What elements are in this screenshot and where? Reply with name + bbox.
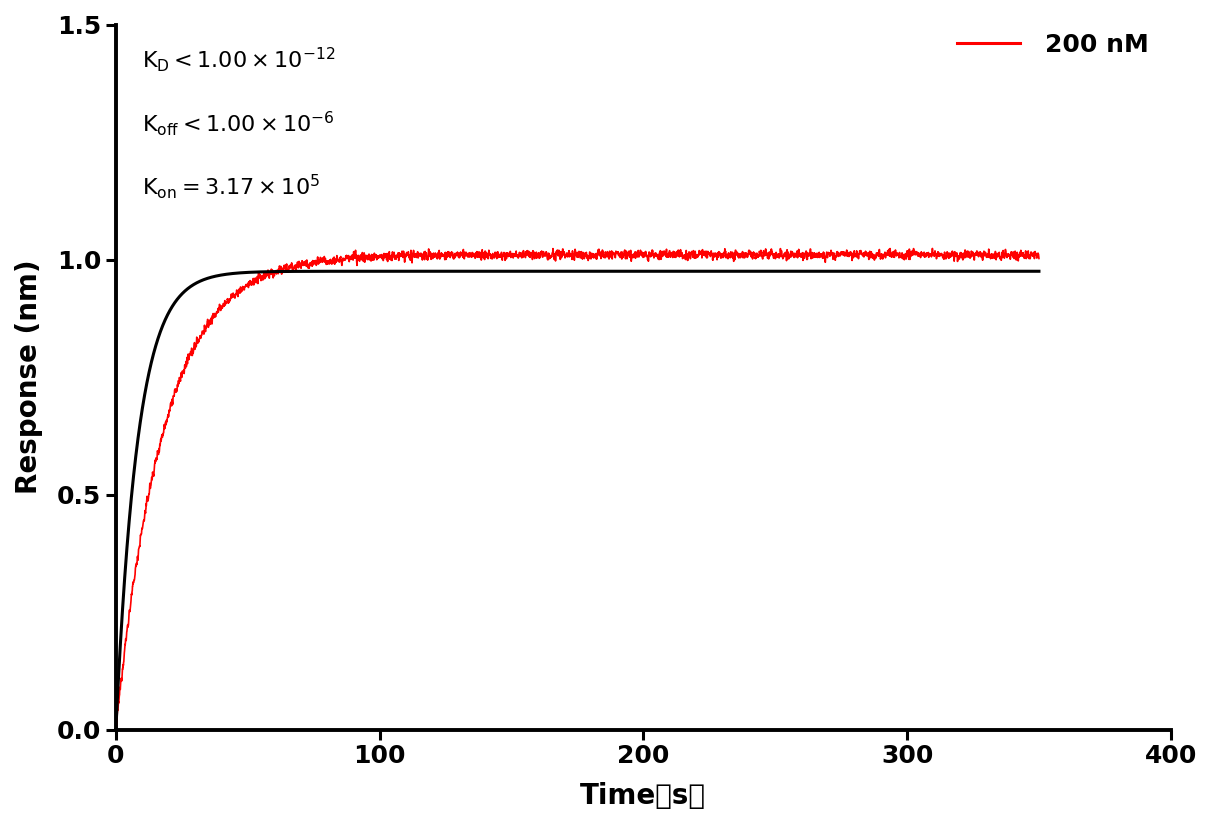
Text: $\mathregular{K_{off}}$$<1.00\times10^{-6}$: $\mathregular{K_{off}}$$<1.00\times10^{-… — [142, 109, 335, 138]
X-axis label: Time（s）: Time（s） — [581, 782, 707, 810]
Y-axis label: Response (nm): Response (nm) — [15, 260, 42, 494]
Text: $\mathregular{K_D}$$<1.00\times10^{-12}$: $\mathregular{K_D}$$<1.00\times10^{-12}$ — [142, 45, 336, 74]
Text: $\mathregular{K_{on}}$$=3.17\times10^{5}$: $\mathregular{K_{on}}$$=3.17\times10^{5}… — [142, 172, 320, 201]
Legend: 200 nM: 200 nM — [947, 23, 1159, 67]
